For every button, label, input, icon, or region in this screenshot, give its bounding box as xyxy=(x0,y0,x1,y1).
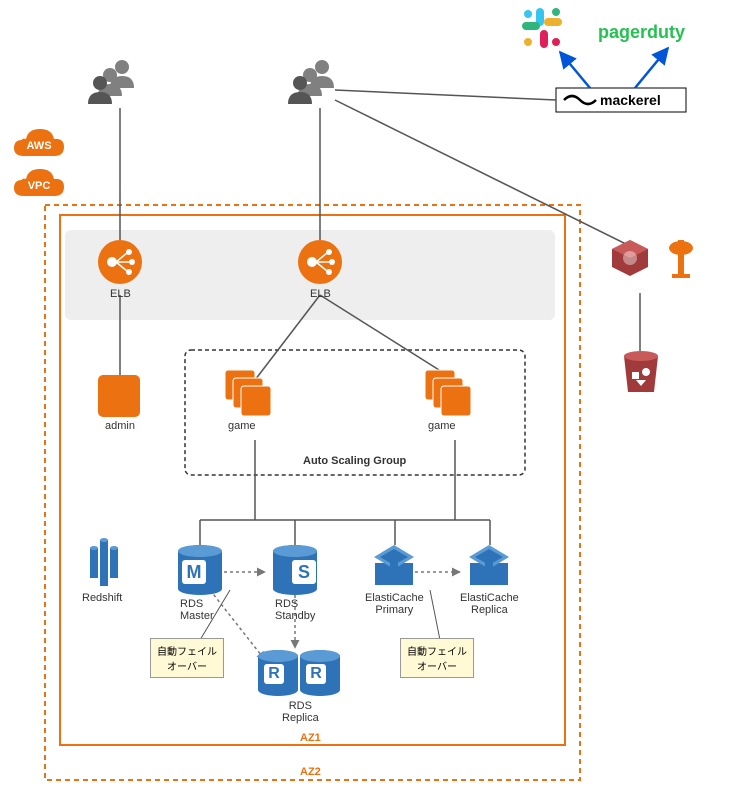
svg-text:AWS: AWS xyxy=(26,140,51,152)
failover-callout-1: 自動フェイル オーバー xyxy=(150,638,224,678)
rds-master-label: RDS Master xyxy=(180,598,214,622)
ec-primary-label: ElastiCache Primary xyxy=(365,592,424,616)
rds-replica-letter-2: R xyxy=(306,664,326,684)
pagerduty-label: pagerduty xyxy=(598,22,685,43)
game1-label: game xyxy=(228,420,256,432)
admin-label: admin xyxy=(105,420,135,432)
az2-label: AZ2 xyxy=(300,766,321,778)
mackerel-label: mackerel xyxy=(600,92,661,108)
game2-label: game xyxy=(428,420,456,432)
svg-text:VPC: VPC xyxy=(28,180,51,192)
rds-standby-label: RDS Standby xyxy=(275,598,315,622)
elb2-label: ELB xyxy=(310,288,331,300)
asg-label: Auto Scaling Group xyxy=(303,455,406,467)
ec-replica-label: ElastiCache Replica xyxy=(460,592,519,616)
elb1-label: ELB xyxy=(110,288,131,300)
rds-replica-letter-1: R xyxy=(264,664,284,684)
failover-callout-2: 自動フェイル オーバー xyxy=(400,638,474,678)
rds-master-letter: M xyxy=(182,560,206,584)
rds-standby-letter: S xyxy=(292,560,316,584)
rds-replica-label: RDS Replica xyxy=(282,700,319,724)
az1-label: AZ1 xyxy=(300,732,321,744)
redshift-label: Redshift xyxy=(82,592,122,604)
